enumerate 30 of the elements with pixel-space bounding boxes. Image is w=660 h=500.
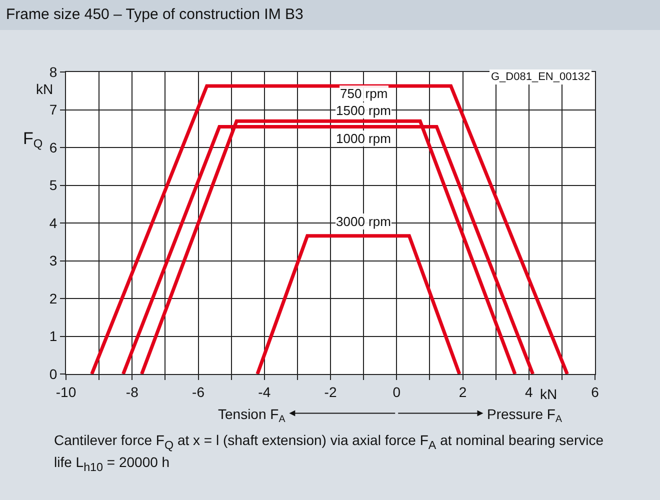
text: kN <box>540 386 558 402</box>
text: Tension F$_{A}$ <box>218 406 286 425</box>
y-tick-label: 3 <box>49 252 58 269</box>
series-label: 750 rpm <box>340 86 388 101</box>
x-tick-label: 6 <box>591 384 600 400</box>
x-tick-label: 4 <box>524 384 533 400</box>
x-tick-label: -6 <box>192 384 205 400</box>
series-label: 3000 rpm <box>336 214 391 229</box>
y-tick-label: 6 <box>49 139 58 156</box>
text: kN <box>36 81 54 97</box>
annotation: G_D081_EN_00132 <box>491 71 590 83</box>
text: Cantilever force F$_{Q}$ at x = l (shaft extension) via axial force F$_{A}$ at nominal bearing service life L$_{h10}$ = 20000 h <box>54 432 604 474</box>
y-tick-label: 8 <box>49 64 58 80</box>
y-tick-label: 4 <box>49 214 58 231</box>
x-tick-label: -2 <box>324 384 337 400</box>
y-tick-label: 1 <box>49 328 58 344</box>
y-tick-label: 2 <box>49 290 58 306</box>
y-axis-title: F$_{Q}$ <box>23 129 43 151</box>
x-tick-label: -10 <box>56 384 76 400</box>
x-tick-label: 0 <box>392 384 401 400</box>
text: Pressure F$_{A}$ <box>487 406 562 425</box>
series-label: 1500 rpm <box>336 103 391 118</box>
x-tick-label: -8 <box>126 384 139 400</box>
y-tick-label: 7 <box>49 102 58 118</box>
chart-title: Frame size 450 – Type of construction IM B3 <box>0 0 660 30</box>
y-tick-label: 0 <box>49 366 58 382</box>
y-tick-label: 5 <box>49 177 58 194</box>
series-label: 1000 rpm <box>336 131 391 146</box>
x-tick-label: 2 <box>458 384 467 400</box>
x-tick-label: -4 <box>258 384 271 400</box>
